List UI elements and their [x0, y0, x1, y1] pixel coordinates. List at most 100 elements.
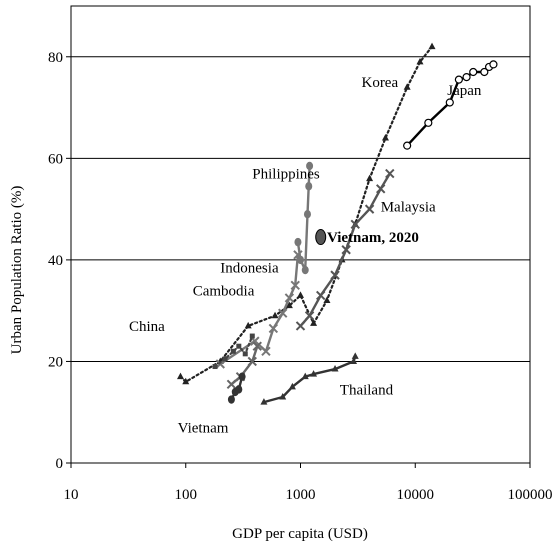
series-line	[262, 355, 357, 404]
data-point	[249, 333, 255, 339]
data-point	[351, 352, 359, 359]
data-point	[290, 280, 300, 290]
data-point	[176, 372, 184, 380]
annotation-vietnam: Vietnam	[178, 421, 229, 437]
y-axis-label: Urban Population Ratio (%)	[9, 186, 25, 355]
data-point	[489, 60, 498, 69]
data-point	[284, 293, 295, 303]
annotations: Korea Japan Philippines Malaysia Vietnam, 20…	[129, 75, 482, 436]
y-tick-label-40: 40	[48, 253, 63, 269]
data-point	[375, 184, 386, 194]
data-point	[236, 343, 242, 349]
data-point	[279, 392, 287, 400]
data-point	[454, 75, 463, 84]
data-point	[469, 67, 478, 77]
data-point	[480, 67, 489, 77]
data-point	[445, 98, 454, 107]
data-point	[403, 83, 411, 90]
data-point	[238, 372, 246, 381]
data-point	[278, 308, 288, 318]
annotation-china: China	[129, 319, 165, 335]
series-line	[230, 345, 259, 386]
series-vietnam	[227, 372, 246, 404]
data-point	[416, 57, 424, 65]
annotation-thailand: Thailand	[340, 382, 394, 398]
data-point	[366, 174, 374, 182]
data-point	[306, 161, 314, 171]
series-group	[176, 42, 498, 405]
series-korea	[176, 42, 436, 385]
data-point	[462, 72, 471, 82]
x-tick-label-100: 100	[175, 487, 198, 503]
data-point	[385, 168, 395, 179]
data-point	[212, 364, 218, 370]
data-point	[310, 319, 318, 326]
plot-frame	[70, 5, 531, 464]
data-point	[182, 377, 190, 385]
x-tick-label-10: 10	[64, 487, 79, 503]
annotation-cambodia: Cambodia	[193, 283, 255, 299]
data-point	[268, 323, 279, 334]
series-china	[212, 333, 255, 370]
y-tick-label-60: 60	[48, 151, 63, 167]
data-point	[222, 356, 228, 362]
annotation-korea: Korea	[361, 75, 398, 91]
data-point	[235, 385, 243, 394]
x-axis-label: GDP per capita (USD)	[232, 526, 368, 542]
data-point	[305, 182, 313, 191]
x-tick-label-100000: 100000	[508, 487, 553, 503]
data-point	[294, 237, 302, 247]
annotation-vietnam-2020: Vietnam, 2020	[327, 230, 419, 246]
data-point	[297, 291, 304, 298]
y-tick-label-80: 80	[48, 50, 63, 66]
data-point	[301, 372, 309, 380]
data-point	[424, 118, 433, 127]
annotation-philippines: Philippines	[252, 167, 320, 183]
data-point	[403, 141, 412, 150]
data-point	[315, 229, 327, 246]
series-line	[179, 45, 434, 383]
data-point	[285, 301, 293, 309]
data-point	[428, 42, 436, 50]
data-point	[244, 321, 252, 329]
annotation-indonesia: Indonesia	[220, 261, 279, 277]
data-point	[301, 265, 309, 275]
data-point	[295, 321, 306, 331]
series-vietnam-2020	[315, 229, 327, 246]
data-point	[364, 204, 375, 214]
y-tick-label-20: 20	[48, 354, 63, 370]
x-tick-label-1000: 1000	[286, 487, 316, 503]
series-thailand	[260, 352, 359, 405]
data-point	[341, 245, 351, 255]
series-japan	[403, 60, 498, 150]
annotation-japan: Japan	[447, 83, 482, 99]
data-point	[242, 351, 248, 357]
grid	[71, 56, 530, 362]
x-tick-label-10000: 10000	[397, 487, 435, 503]
series-malaysia	[295, 168, 395, 331]
data-point	[304, 311, 315, 321]
data-point	[260, 398, 268, 405]
axis-ticks: 0 20 40 60 80 10 100 1000 10000 100000	[48, 50, 553, 503]
data-point	[330, 270, 340, 280]
data-point	[323, 296, 331, 304]
data-point	[247, 356, 257, 367]
series-indonesia	[215, 250, 303, 369]
annotation-malaysia: Malaysia	[381, 200, 436, 216]
data-point	[227, 395, 235, 404]
data-point	[226, 379, 237, 390]
data-point	[350, 357, 358, 364]
data-point	[261, 346, 271, 356]
data-point	[310, 370, 318, 377]
data-point	[303, 209, 311, 219]
data-point	[288, 382, 296, 390]
data-point	[331, 365, 339, 372]
data-point	[293, 250, 303, 260]
data-point	[350, 219, 360, 230]
y-tick-label-0: 0	[56, 456, 64, 472]
data-point	[230, 348, 236, 354]
data-point	[252, 341, 262, 351]
data-point	[381, 134, 389, 141]
data-point	[271, 311, 279, 319]
